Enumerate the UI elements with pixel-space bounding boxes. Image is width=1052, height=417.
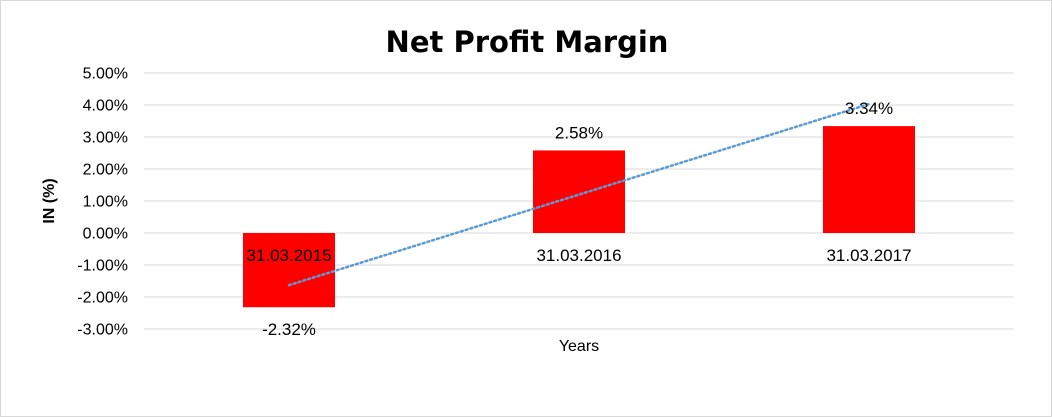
data-label: -2.32% (262, 320, 316, 339)
data-label: 3.34% (845, 99, 893, 118)
category-label: 31.03.2017 (826, 246, 911, 265)
y-tick-label: -2.00% (77, 290, 128, 307)
y-tick-label: 1.00% (83, 194, 128, 211)
trendline (287, 102, 871, 287)
bar (243, 233, 335, 308)
category-label: 31.03.2016 (536, 246, 621, 265)
y-tick-label: 4.00% (83, 98, 128, 115)
y-tick-label: -1.00% (77, 258, 128, 275)
x-axis-title: Years (559, 338, 599, 355)
y-axis-ticks: 5.00% 4.00% 3.00% 2.00% 1.00% 0.00% -1.00% -2.0… (77, 66, 128, 339)
y-tick-label: 2.00% (83, 162, 128, 179)
category-labels: 31.03.2015 31.03.2016 31.03.2017 (246, 246, 911, 265)
y-tick-label: 5.00% (83, 66, 128, 83)
category-label: 31.03.2015 (246, 246, 331, 265)
y-tick-label: -3.00% (77, 322, 128, 339)
y-tick-label: 0.00% (83, 226, 128, 243)
y-axis-title: IN (%) (41, 178, 58, 223)
bar (823, 126, 915, 233)
bar (533, 150, 625, 233)
trendline-path (287, 102, 871, 287)
data-label: 2.58% (555, 123, 603, 142)
data-labels: -2.32% 2.58% 3.34% (262, 99, 893, 339)
chart-title: Net Profit Margin (386, 25, 669, 59)
y-tick-label: 3.00% (83, 130, 128, 147)
bars (243, 126, 915, 308)
